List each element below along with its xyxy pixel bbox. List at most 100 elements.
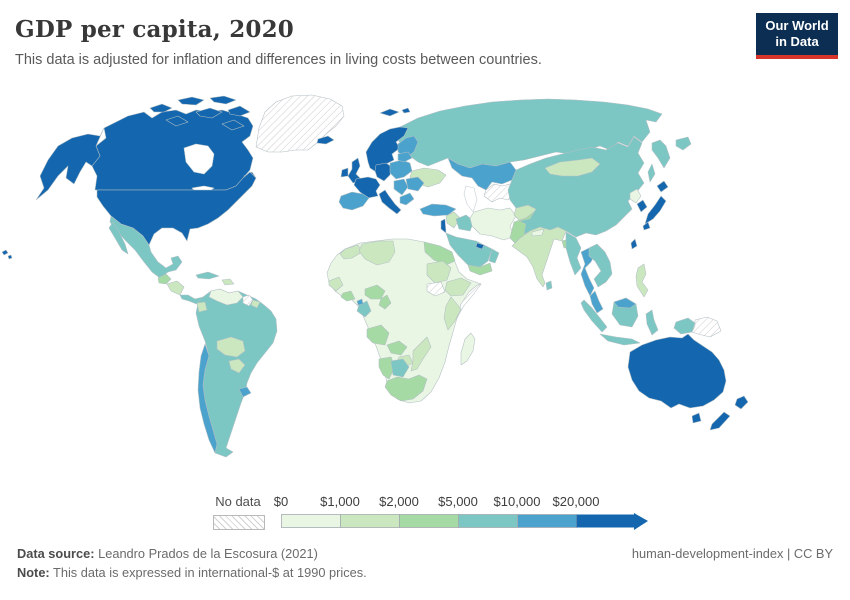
- region-java[interactable]: [599, 333, 641, 346]
- country-bolivia[interactable]: [216, 336, 246, 358]
- country-baltics[interactable]: [397, 151, 413, 163]
- owid-logo[interactable]: Our World in Data: [756, 13, 838, 59]
- country-ethiopia[interactable]: [444, 277, 472, 297]
- country-philippines[interactable]: [635, 263, 649, 298]
- country-india[interactable]: [511, 226, 567, 288]
- country-mexico[interactable]: [109, 215, 183, 279]
- country-nicaragua[interactable]: [166, 280, 185, 296]
- country-ecuador[interactable]: [196, 301, 208, 313]
- country-malaysia[interactable]: [589, 290, 604, 314]
- country-guyana[interactable]: [242, 294, 254, 307]
- country-papua-new-guinea[interactable]: [691, 316, 722, 338]
- legend-swatch-bin6[interactable]: [576, 514, 635, 528]
- country-suriname[interactable]: [250, 299, 261, 309]
- country-taiwan[interactable]: [630, 238, 638, 250]
- country-japan[interactable]: [642, 221, 651, 231]
- country-senegal-guinea[interactable]: [328, 276, 344, 292]
- country-mozambique[interactable]: [410, 336, 432, 372]
- country-gabon[interactable]: [356, 300, 372, 318]
- region-hawaii[interactable]: [7, 254, 13, 260]
- country-finland[interactable]: [397, 135, 419, 159]
- country-france[interactable]: [353, 176, 381, 199]
- country-canada[interactable]: [91, 109, 254, 191]
- country-uae-qatar[interactable]: [475, 242, 485, 250]
- country-yemen[interactable]: [467, 262, 493, 276]
- region-svalbard[interactable]: [379, 108, 400, 117]
- country-nepal[interactable]: [531, 228, 545, 237]
- legend-swatch-bin2[interactable]: [340, 514, 400, 528]
- arctic-island[interactable]: [221, 119, 245, 131]
- country-algeria[interactable]: [358, 240, 396, 266]
- legend-swatch-bin5[interactable]: [517, 514, 577, 528]
- country-zambia[interactable]: [386, 340, 408, 356]
- region-chukotka[interactable]: [675, 136, 692, 151]
- arctic-island[interactable]: [209, 95, 237, 105]
- country-myanmar[interactable]: [565, 231, 582, 276]
- country-cameroon[interactable]: [378, 294, 392, 310]
- country-new-zealand[interactable]: [709, 411, 731, 431]
- country-morocco[interactable]: [339, 244, 363, 260]
- country-japan[interactable]: [644, 195, 667, 225]
- country-spain-portugal[interactable]: [338, 191, 370, 211]
- country-saudi-arabia[interactable]: [445, 232, 493, 268]
- country-ireland[interactable]: [340, 167, 349, 178]
- legend-swatch-bin3[interactable]: [399, 514, 459, 528]
- arctic-island[interactable]: [177, 96, 205, 106]
- country-south-africa[interactable]: [384, 374, 428, 402]
- country-oman[interactable]: [488, 248, 500, 264]
- region-tasmania[interactable]: [691, 412, 702, 424]
- country-greece[interactable]: [399, 192, 415, 206]
- country-balkans[interactable]: [393, 178, 409, 196]
- country-iceland[interactable]: [316, 135, 335, 145]
- country-iran[interactable]: [469, 207, 517, 241]
- country-japan[interactable]: [656, 180, 669, 193]
- country-kazakhstan[interactable]: [447, 157, 517, 191]
- country-sudan[interactable]: [426, 260, 452, 284]
- region-baja-california[interactable]: [108, 221, 129, 255]
- country-turkey[interactable]: [419, 203, 457, 217]
- country-vietnam-laos[interactable]: [588, 243, 613, 288]
- country-paraguay[interactable]: [228, 358, 246, 374]
- country-kenya-tanzania[interactable]: [443, 296, 462, 331]
- country-israel[interactable]: [440, 218, 447, 234]
- legend-swatch-bin1[interactable]: [281, 514, 341, 528]
- country-venezuela[interactable]: [208, 288, 244, 306]
- country-egypt[interactable]: [423, 241, 456, 266]
- country-guatemala[interactable]: [157, 273, 172, 285]
- region-west-papua[interactable]: [673, 317, 696, 335]
- legend-no-data-swatch[interactable]: [213, 515, 265, 530]
- country-ghana[interactable]: [340, 290, 356, 302]
- country-sri-lanka[interactable]: [545, 280, 553, 291]
- region-alaska[interactable]: [35, 127, 105, 201]
- country-poland-czechia[interactable]: [389, 159, 413, 180]
- country-germany[interactable]: [374, 162, 393, 182]
- arctic-island[interactable]: [165, 115, 189, 127]
- footer-license[interactable]: human-development-index | CC BY: [631, 546, 833, 561]
- region-sulawesi[interactable]: [645, 309, 659, 336]
- country-botswana[interactable]: [390, 358, 410, 378]
- region-svalbard[interactable]: [401, 107, 411, 114]
- country-cuba[interactable]: [195, 271, 220, 280]
- country-angola[interactable]: [366, 324, 390, 346]
- region-sakhalin[interactable]: [647, 163, 656, 183]
- country-south-korea[interactable]: [636, 199, 648, 213]
- legend-swatch-bin4[interactable]: [458, 514, 518, 528]
- arctic-island[interactable]: [195, 107, 223, 119]
- region-kamchatka[interactable]: [651, 139, 671, 169]
- country-uruguay[interactable]: [238, 386, 252, 398]
- country-equatorial-guinea[interactable]: [356, 298, 364, 306]
- country-chile[interactable]: [197, 343, 218, 454]
- arctic-island[interactable]: [149, 103, 173, 113]
- country-australia[interactable]: [627, 333, 727, 409]
- country-new-zealand[interactable]: [734, 395, 749, 410]
- country-russia[interactable]: [393, 98, 663, 169]
- arctic-island[interactable]: [227, 105, 251, 117]
- region-malaysia-borneo[interactable]: [613, 297, 637, 309]
- country-italy[interactable]: [378, 189, 402, 215]
- region-sumatra[interactable]: [580, 299, 608, 333]
- country-madagascar[interactable]: [460, 332, 476, 366]
- country-south-sudan[interactable]: [426, 281, 446, 297]
- country-haiti-dr[interactable]: [221, 278, 235, 286]
- country-china[interactable]: [507, 136, 645, 238]
- country-greenland[interactable]: [255, 94, 345, 153]
